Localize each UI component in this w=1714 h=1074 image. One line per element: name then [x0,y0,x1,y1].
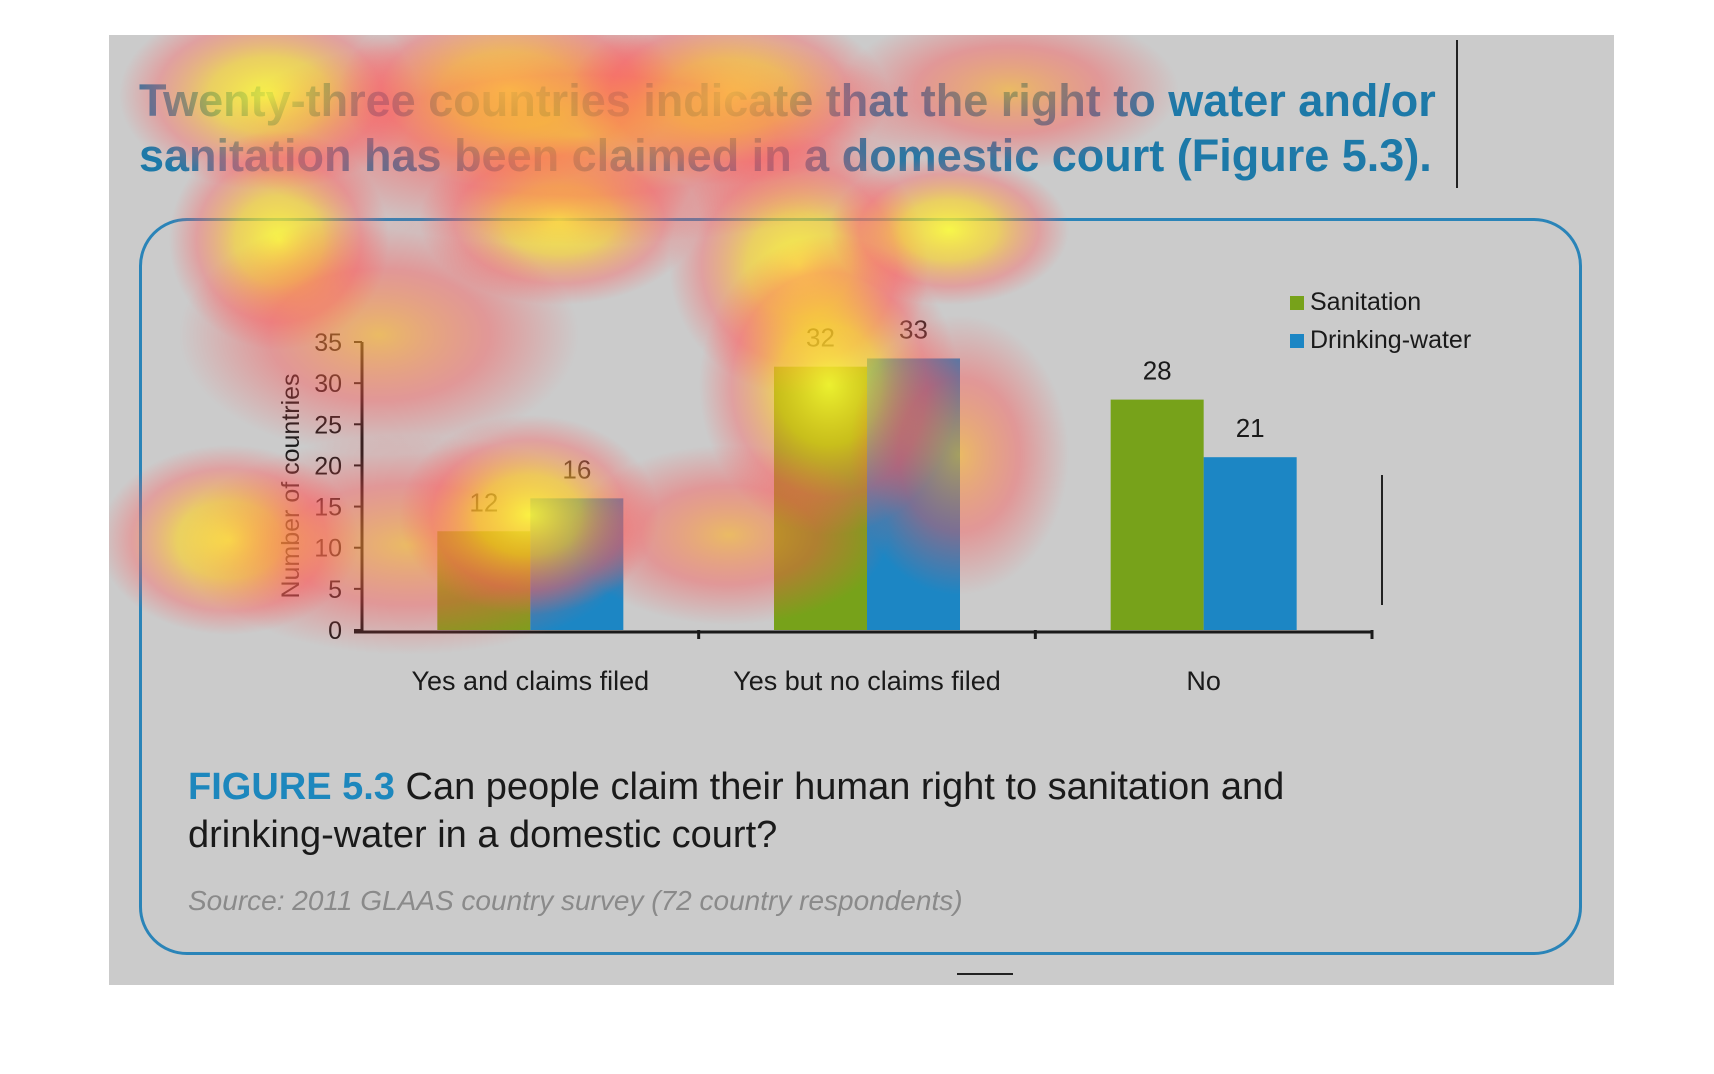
data-label: 28 [1143,356,1172,386]
y-tick-label: 30 [314,370,342,398]
legend-swatch-sanitation [1290,296,1304,310]
figure-caption: FIGURE 5.3 Can people claim their human … [188,763,1438,859]
legend-label-sanitation: Sanitation [1310,288,1421,316]
vertical-marker [1381,475,1383,605]
bar-sanitation [437,531,531,630]
bar-drinking-water [867,358,960,630]
y-tick-label: 25 [314,411,342,439]
legend-label-drinking-water: Drinking-water [1310,326,1471,354]
x-tick-label: Yes but no claims filed [733,666,1001,696]
legend-swatch-drinking-water [1290,334,1304,348]
y-axis-label: Number of countries [277,373,305,598]
y-tick-label: 5 [328,576,342,604]
slide-panel: Twenty-three countries indicate that the… [109,35,1614,985]
data-label: 16 [562,454,591,484]
bar-drinking-water [1203,457,1297,630]
bar-sanitation [774,366,867,630]
bar-sanitation [1110,399,1204,630]
x-tick-label: No [1186,666,1221,696]
figure-caption-text: Can people claim their human right to sa… [188,766,1285,856]
data-label: 12 [469,487,498,517]
y-tick-label: 10 [314,535,342,563]
y-tick-label: 15 [314,494,342,522]
horizontal-marker [957,973,1013,975]
figure-source: Source: 2011 GLAAS country survey (72 co… [188,885,963,916]
data-label: 21 [1236,413,1265,443]
figure-caption-label: FIGURE 5.3 [188,766,395,808]
text-cursor [1456,40,1458,188]
y-tick-label: 20 [314,452,342,480]
y-tick-label: 35 [314,329,342,357]
y-tick-label: 0 [328,617,342,645]
data-label: 32 [806,323,835,353]
bar-drinking-water [530,498,624,630]
x-tick-label: Yes and claims filed [412,666,650,696]
data-label: 33 [899,314,928,344]
